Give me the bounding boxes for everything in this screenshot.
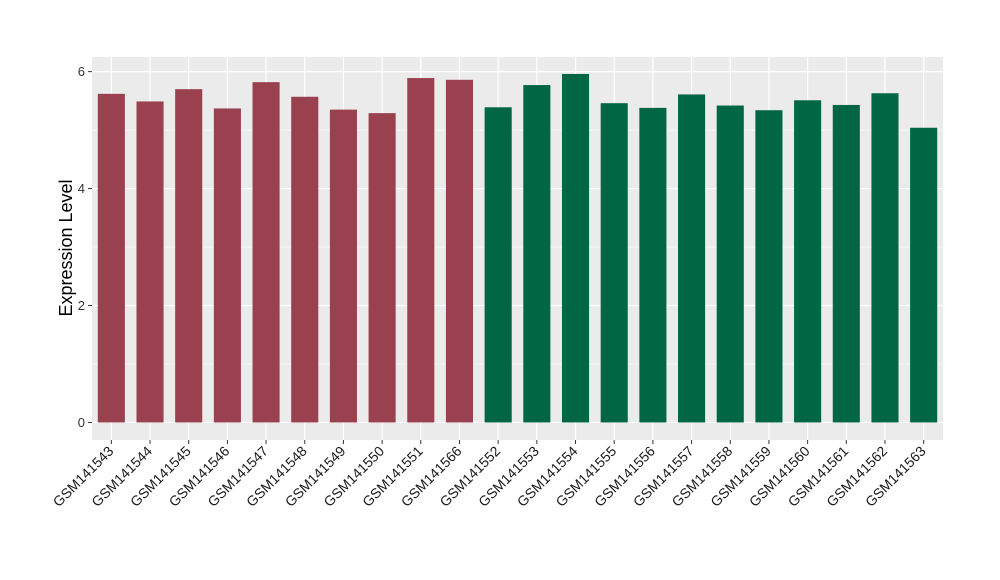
bar-GSM141559 xyxy=(755,110,783,423)
bar-GSM141562 xyxy=(871,93,899,423)
y-axis: 0 2 4 6 xyxy=(78,64,92,430)
x-axis: GSM141543GSM141544GSM141545GSM141546GSM1… xyxy=(50,440,929,510)
bar-GSM141552 xyxy=(484,107,512,423)
bar-GSM141560 xyxy=(794,100,822,423)
y-tick-label: 0 xyxy=(78,415,85,430)
bar-GSM141556 xyxy=(639,107,667,423)
bar-GSM141548 xyxy=(291,96,319,423)
bar-GSM141551 xyxy=(407,78,435,423)
bar-GSM141566 xyxy=(445,79,474,423)
bar-GSM141547 xyxy=(252,82,280,423)
bar-GSM141563 xyxy=(910,127,938,423)
bar-GSM141546 xyxy=(213,108,241,423)
y-tick-label: 6 xyxy=(78,64,85,79)
bar-GSM141555 xyxy=(600,103,628,423)
bar-GSM141543 xyxy=(97,93,125,423)
bar-GSM141553 xyxy=(523,85,551,423)
bar-GSM141557 xyxy=(678,94,706,423)
bar-GSM141550 xyxy=(368,113,396,423)
bar-GSM141561 xyxy=(832,104,860,423)
bar-GSM141554 xyxy=(561,73,590,423)
bar-GSM141544 xyxy=(136,101,164,423)
y-tick-label: 2 xyxy=(78,298,85,313)
bar-GSM141549 xyxy=(329,109,357,423)
bars xyxy=(97,73,938,423)
bar-GSM141558 xyxy=(716,105,744,423)
y-axis-title: Expression Level xyxy=(56,179,76,316)
bar-GSM141545 xyxy=(175,89,203,423)
y-tick-label: 4 xyxy=(78,181,85,196)
